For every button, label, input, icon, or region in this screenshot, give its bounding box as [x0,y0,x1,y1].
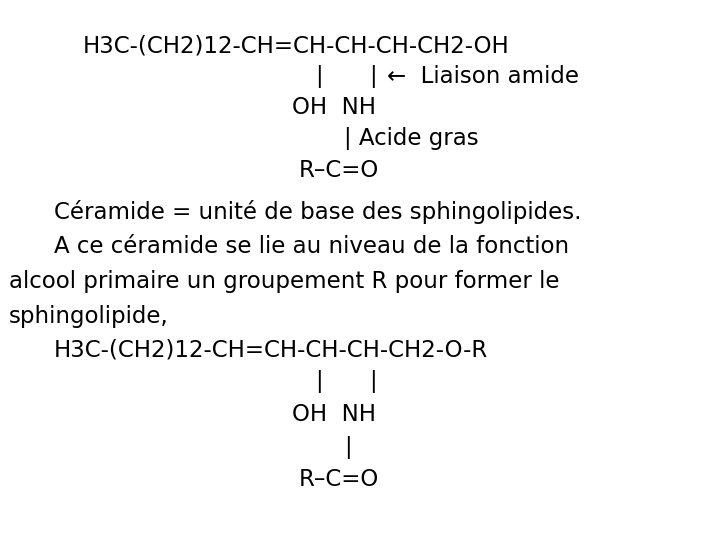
Text: | Acide gras: | Acide gras [344,127,479,150]
Text: |: | [369,370,377,393]
Text: R–C=O: R–C=O [299,159,379,181]
Text: |: | [315,370,323,393]
Text: |: | [369,65,377,88]
Text: H3C-(CH2)12-CH=CH-CH-CH-CH2-OH: H3C-(CH2)12-CH=CH-CH-CH-CH2-OH [83,35,510,57]
Text: R–C=O: R–C=O [299,468,379,491]
Text: |: | [344,436,352,458]
Text: sphingolipide,: sphingolipide, [9,306,168,328]
Text: H3C-(CH2)12-CH=CH-CH-CH-CH2-O-R: H3C-(CH2)12-CH=CH-CH-CH-CH2-O-R [54,339,488,361]
Text: |: | [315,65,323,88]
Text: A ce céramide se lie au niveau de la fonction: A ce céramide se lie au niveau de la fon… [54,235,569,258]
Text: OH  NH: OH NH [292,403,376,426]
Text: ←  Liaison amide: ← Liaison amide [387,65,580,88]
Text: OH  NH: OH NH [292,97,376,119]
Text: Céramide = unité de base des sphingolipides.: Céramide = unité de base des sphingolipi… [54,200,582,224]
Text: alcool primaire un groupement R pour former le: alcool primaire un groupement R pour for… [9,271,559,293]
